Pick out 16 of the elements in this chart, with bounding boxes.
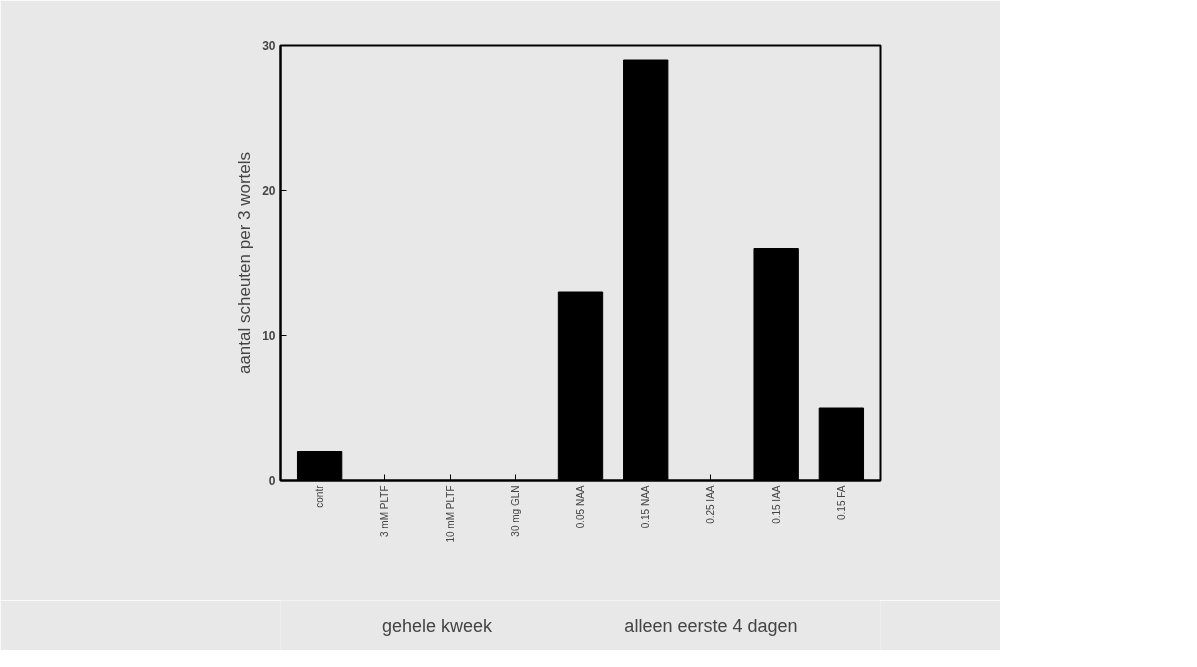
x-tick-label: 10 mM PLTF	[444, 485, 456, 543]
x-tick-label: 0.15 FA	[835, 485, 847, 520]
x-tick-label: 30 mg GLN	[509, 485, 521, 537]
x-tick-label: 0.25 IAA	[705, 485, 717, 524]
y-tick-label: 30	[262, 39, 276, 53]
x-tick-label: contr	[314, 484, 326, 508]
x-tick-label: 0.15 IAA	[770, 485, 782, 524]
text: gehele kweek	[381, 615, 494, 636]
y-axis-title: aantal scheuten per 3 wortels	[235, 151, 255, 375]
y-tick-label: 10	[262, 329, 276, 343]
x-tick-label: 3 mM PLTF	[379, 485, 391, 537]
text: alleen eerste 4 dagen	[624, 615, 798, 636]
y-tick-label: 20	[262, 184, 276, 198]
y-tick-label: 0	[268, 474, 276, 488]
x-tick-label: 0.15 NAA	[640, 485, 652, 529]
x-tick-label: 0.05 NAA	[575, 485, 586, 529]
